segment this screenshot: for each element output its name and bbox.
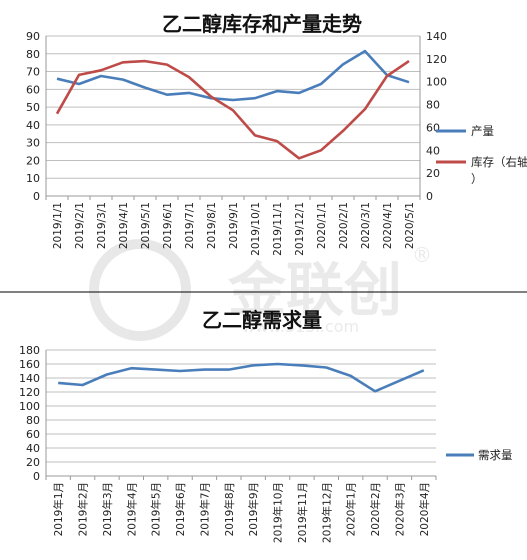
chart2-x-tick-label: 2020年4月 <box>418 482 431 536</box>
chart2-y-tick: 40 <box>26 442 40 455</box>
chart2-y-tick: 160 <box>19 358 40 371</box>
inventory-production-chart: 乙二醇库存和产量走势 0 10 20 30 40 50 60 70 80 90 0 20 40 60 80… <box>26 12 527 256</box>
chart2-x-tick-label: 2019年8月 <box>223 482 236 536</box>
chart1-x-tick-label: 2019/11/1 <box>272 202 284 256</box>
chart1-y-left-tick: 70 <box>26 66 40 79</box>
chart1-y-right-tick: 0 <box>426 190 433 203</box>
chart2-x-ticks: 2019年1月 2019年2月 2019年3月 2019年4月 2019年5月 2019年… <box>52 482 431 543</box>
chart1-x-tick-label: 2019/12/1 <box>294 202 306 256</box>
legend-label-production: 产量 <box>471 124 494 138</box>
chart2-x-tick-label: 2019年7月 <box>198 482 211 536</box>
chart2-gridlines <box>45 349 437 480</box>
demand-series-line <box>58 362 425 393</box>
chart1-x-tick-label: 2020/3/1 <box>360 202 372 249</box>
chart2-y-tick: 0 <box>33 470 40 483</box>
chart2-y-tick: 180 <box>19 344 40 357</box>
chart1-x-tick-label: 2019/7/1 <box>184 202 196 249</box>
chart1-y-right-tick: 40 <box>426 144 440 157</box>
chart1-y-left-tick: 90 <box>26 30 40 43</box>
chart2-title: 乙二醇需求量 <box>202 308 322 332</box>
chart1-x-tick-label: 2019/9/1 <box>228 202 240 249</box>
watermark-logo-icon <box>89 239 191 341</box>
legend-label-inventory-line1: 库存（右轴 <box>471 155 527 169</box>
chart2-y-tick: 140 <box>19 372 40 385</box>
chart1-title: 乙二醇库存和产量走势 <box>162 12 362 36</box>
chart1-y-left-tick: 60 <box>26 83 40 96</box>
production-series-line <box>56 49 410 102</box>
chart1-x-tick-label: 2019/8/1 <box>206 202 218 249</box>
chart1-x-tick-label: 2019/5/1 <box>140 202 152 249</box>
chart1-x-tick-label: 2020/1/1 <box>316 202 328 249</box>
chart1-x-tick-label: 2019/10/1 <box>250 202 262 256</box>
chart2-x-tick-label: 2019年9月 <box>247 482 260 536</box>
watermark-registered: ® <box>412 243 432 267</box>
chart2-x-tick-label: 2019年6月 <box>174 482 187 536</box>
chart1-series <box>55 49 410 160</box>
chart1-y-left-tick: 0 <box>33 190 40 203</box>
chart1-y-left-tick: 30 <box>26 137 40 150</box>
chart2-x-tick-label: 2019年4月 <box>125 482 138 536</box>
chart2-x-tick-label: 2020年1月 <box>345 482 358 536</box>
chart2-legend: 需求量 <box>446 448 513 462</box>
watermark-brand: 金联创 <box>228 256 402 324</box>
chart1-y-left-tick: 20 <box>26 154 40 167</box>
chart2-y-tick: 80 <box>26 414 40 427</box>
watermark: 金联创 ® www.315i.com <box>89 239 432 341</box>
chart1-x-tick-label: 2019/6/1 <box>162 202 174 249</box>
chart2-y-tick: 100 <box>19 400 40 413</box>
chart2-x-tick-label: 2019年10月 <box>272 482 285 543</box>
chart1-x-tick-label: 2019/2/1 <box>74 202 86 249</box>
chart1-x-tick-label: 2020/4/1 <box>382 202 394 249</box>
chart2-x-tick-label: 2019年11月 <box>296 482 309 543</box>
chart1-y-left-tick: 50 <box>26 101 40 114</box>
legend-label-inventory-line2: ） <box>471 172 483 186</box>
chart2-y-tick: 20 <box>26 456 40 469</box>
chart1-y-right-tick: 140 <box>426 30 447 43</box>
chart2-x-tick-label: 2019年12月 <box>320 482 333 543</box>
chart1-y-left-tick: 10 <box>26 172 40 185</box>
chart1-y-right-tick: 100 <box>426 76 447 89</box>
chart1-gridlines <box>45 35 421 200</box>
chart1-x-tick-label: 2020/5/1 <box>404 202 416 249</box>
chart2-x-tick-label: 2020年2月 <box>369 482 382 536</box>
chart1-x-ticks: 2019/1/1 2019/2/1 2019/3/1 2019/4/1 2019/5/1… <box>52 202 416 256</box>
chart1-y-right-tick: 120 <box>426 53 447 66</box>
chart2-x-tick-label: 2019年2月 <box>77 482 90 536</box>
chart1-x-tick-label: 2019/4/1 <box>118 202 130 249</box>
legend-label-inventory: 库存（右轴 ） <box>471 155 527 186</box>
chart1-y-right-tick: 20 <box>426 167 440 180</box>
chart1-y-left-ticks: 0 10 20 30 40 50 60 70 80 90 <box>26 30 40 203</box>
watermark-url: www.315i.com <box>242 317 359 336</box>
chart2-x-tick-label: 2020年3月 <box>393 482 406 536</box>
chart1-y-left-tick: 80 <box>26 48 40 61</box>
chart2-series <box>58 362 425 393</box>
chart2-x-tick-label: 2019年1月 <box>52 482 65 536</box>
chart2-y-tick: 120 <box>19 386 40 399</box>
chart1-y-left-tick: 40 <box>26 119 40 132</box>
chart1-x-tick-label: 2020/2/1 <box>338 202 350 249</box>
chart1-legend: 产量 库存（右轴 ） <box>436 124 527 186</box>
chart2-x-tick-label: 2019年5月 <box>150 482 163 536</box>
chart2-y-tick: 60 <box>26 428 40 441</box>
chart1-x-tick-label: 2019/1/1 <box>52 202 64 249</box>
inventory-series-line <box>55 59 410 160</box>
chart1-x-tick-label: 2019/3/1 <box>96 202 108 249</box>
chart2-x-tick-label: 2019年3月 <box>101 482 114 536</box>
chart1-y-right-tick: 80 <box>426 99 440 112</box>
legend-label-demand: 需求量 <box>478 448 513 462</box>
